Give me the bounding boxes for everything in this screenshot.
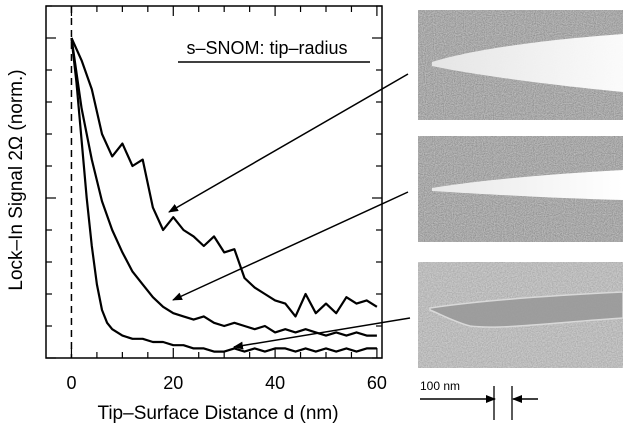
arrow-top-to-curve <box>168 73 409 213</box>
scale-bar-label: 100 nm <box>420 379 460 393</box>
x-tick-label: 60 <box>367 373 387 393</box>
sem-image-bottom <box>418 262 623 368</box>
annotation-label: s–SNOM: tip–radius <box>186 38 347 58</box>
series-line-2 <box>70 37 377 337</box>
x-axis-label: Tip–Surface Distance d (nm) <box>97 403 338 424</box>
series-line-1 <box>70 37 378 318</box>
arrow-bottom-to-curve <box>233 317 411 350</box>
plot-frame <box>45 5 383 359</box>
x-tick-labels: 0 20 40 60 <box>66 373 386 393</box>
sem-image-top <box>418 10 623 120</box>
axis-ticks <box>46 5 382 359</box>
arrow-middle-to-curve <box>172 191 409 301</box>
x-tick-label: 40 <box>265 373 285 393</box>
x-tick-label: 0 <box>66 373 76 393</box>
sem-image-middle <box>418 136 623 242</box>
series-line-3 <box>70 37 377 353</box>
x-tick-label: 20 <box>163 373 183 393</box>
y-axis-label: Lock–In Signal 2Ω (norm.) <box>6 69 27 290</box>
series-layer <box>70 37 378 353</box>
scale-bar: 100 nm <box>420 379 538 420</box>
